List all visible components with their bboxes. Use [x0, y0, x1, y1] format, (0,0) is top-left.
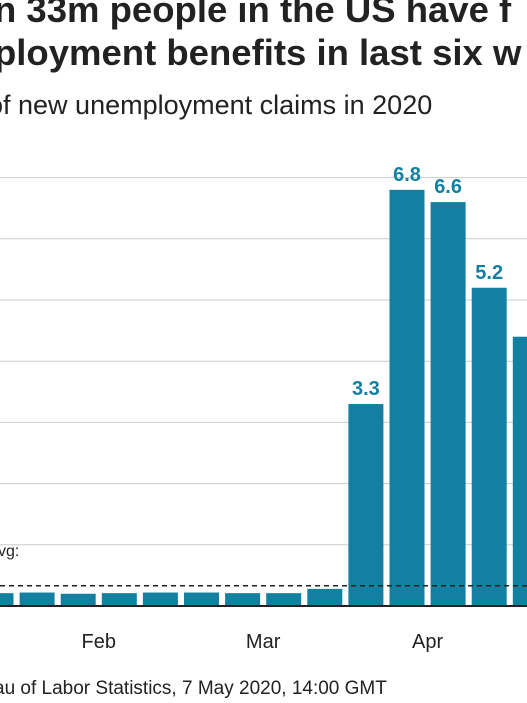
gridlines — [0, 177, 527, 546]
bar — [0, 593, 14, 606]
bar-chart: vg: 3.3 6.8 6.6 5.2 Feb Mar Apr — [0, 164, 527, 653]
chart-title-line-2: ployment benefits in last six w — [0, 32, 522, 73]
bar-value-label: 3.3 — [352, 378, 380, 400]
bars — [0, 189, 527, 606]
bar — [512, 336, 527, 606]
bar — [142, 592, 178, 606]
reference-line-group: vg: — [0, 543, 527, 587]
source-note: au of Labor Statistics, 7 May 2020, 14:0… — [0, 678, 387, 699]
bar-value-label: 6.6 — [434, 176, 462, 198]
bar — [266, 593, 302, 606]
bar — [430, 202, 466, 606]
bar — [225, 593, 261, 606]
bar — [307, 588, 343, 606]
chart-subtitle: of new unemployment claims in 2020 — [0, 90, 433, 120]
bar — [60, 593, 96, 606]
bar — [471, 287, 507, 606]
bar-value-label: 6.8 — [393, 164, 421, 186]
x-tick-label: Feb — [82, 631, 116, 653]
average-reference-label: vg: — [0, 543, 19, 560]
x-axis-ticks: Feb Mar Apr — [0, 605, 527, 653]
x-tick-label: Apr — [412, 631, 443, 653]
bar-value-label: 5.2 — [475, 262, 503, 284]
bar — [184, 592, 219, 606]
bar — [19, 592, 55, 606]
bar — [101, 593, 137, 606]
x-tick-label: Mar — [246, 631, 281, 653]
bar-value-labels: 3.3 6.8 6.6 5.2 — [352, 164, 503, 400]
bar — [348, 404, 384, 606]
chart-title-line-1: n 33m people in the US have f — [0, 0, 512, 30]
bar — [389, 189, 425, 606]
